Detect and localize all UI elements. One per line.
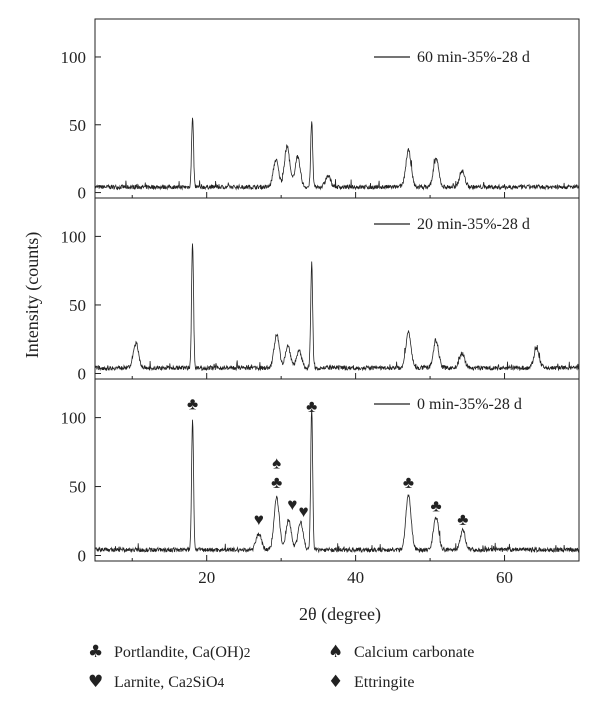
phase-marker: ♣ [306,397,317,416]
y-axis-title: Intensity (counts) [22,232,43,358]
xrd-figure: 0 50 100 60 min-35%-28 d 0 50 100 20 min-35%-28… [22,18,580,625]
phase-marker: ♣ [403,473,414,492]
series-name: 0 min-35%-28 d [417,396,522,413]
y-tick-label: 100 [61,48,87,67]
y-tick-label: 0 [78,546,87,565]
legend-item-calcium-carbonate: ♠ Calcium carbonate [328,642,474,662]
phase-marker: ♥ [287,495,297,514]
x-tick-label: 60 [496,568,513,587]
legend: ♣ Portlandite, Ca(OH) 2 ♠ Calcium carbona… [88,642,588,712]
legend-label: Calcium carbonate [354,644,475,661]
heart-icon: ♥ [88,672,104,692]
legend-item-larnite: ♥ Larnite, Ca 2 SiO 4 [88,672,224,692]
legend-label: Ettringite [354,674,415,691]
phase-marker: ♣ [187,394,198,413]
series-line [94,117,580,191]
y-tick-label: 50 [69,478,86,497]
series-name: 60 min-35%-28 d [417,49,530,66]
phase-marker: ♣ [430,496,441,515]
y-tick-label: 100 [61,227,87,246]
legend-label: Portlandite, Ca(OH) [114,644,244,661]
phase-marker: ♣ [271,473,282,492]
panel-frame [94,378,580,562]
legend-subscript: 2 [185,675,193,690]
phase-marker: ♥ [254,510,264,529]
panel-1: 0 50 100 60 min-35%-28 d [61,18,580,203]
x-tick-label: 40 [347,568,364,587]
spade-icon: ♠ [328,642,344,662]
y-tick-label: 0 [78,365,87,384]
x-tick-label: 20 [198,568,215,587]
panel-2: 0 50 100 20 min-35%-28 d [61,197,580,384]
diamond-icon: ♦ [328,672,344,692]
y-tick-label: 100 [61,409,87,428]
x-axis-title: 2θ (degree) [299,604,381,625]
legend-subscript: 4 [217,675,225,690]
y-tick-label: 50 [69,296,86,315]
legend-label-tail: SiO [192,674,218,691]
series-name: 20 min-35%-28 d [417,216,530,233]
phase-marker: ♥ [298,502,308,521]
legend-item-ettringite: ♦ Ettringite [328,672,414,692]
phase-marker: ♠ [272,454,281,473]
legend-subscript: 2 [243,645,251,660]
panel-frame [94,18,580,199]
series-line [94,409,580,554]
legend-item-portlandite: ♣ Portlandite, Ca(OH) 2 [88,642,250,662]
club-icon: ♣ [88,642,104,662]
phase-marker: ♣ [457,510,468,529]
y-tick-label: 50 [69,116,86,135]
legend-label: Larnite, Ca [114,674,186,691]
series-line [94,243,580,372]
y-tick-label: 0 [78,184,87,203]
